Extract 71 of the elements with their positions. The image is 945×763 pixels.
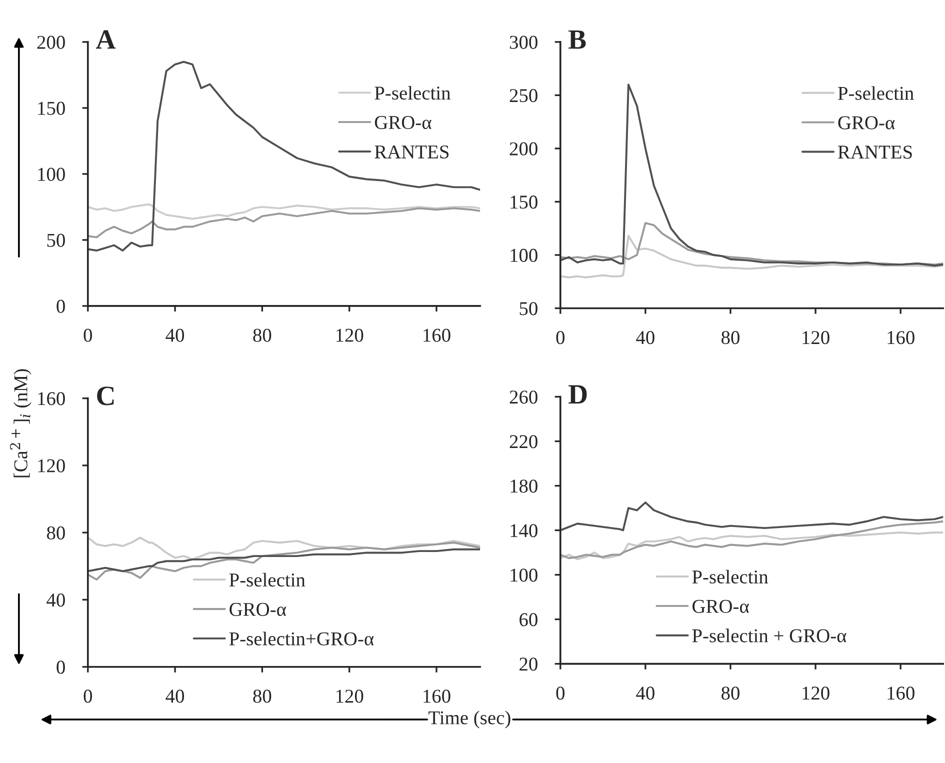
legend-label: RANTES: [374, 145, 449, 159]
y-axis-title: [Ca$^{2+}$]$_{i}$ (nM): [10, 369, 32, 478]
y-tick-label: 100: [38, 168, 65, 181]
y-tick-label: 50: [520, 302, 538, 316]
x-tick-label: 40: [636, 686, 654, 700]
y-tick-label: 180: [510, 480, 538, 493]
legend-label: GRO-α: [374, 116, 432, 130]
y-tick-label: 80: [46, 526, 65, 540]
x-tick-label: 80: [253, 328, 272, 342]
x-tick-label: 120: [802, 686, 830, 700]
legend-label: GRO-α: [838, 116, 895, 130]
legend-label: GRO-α: [692, 600, 749, 613]
x-tick-label: 40: [166, 690, 184, 703]
y-tick-label: 250: [510, 89, 538, 102]
legend-label: P-selectin: [692, 570, 768, 584]
y-tick-label: 20: [520, 658, 538, 671]
legend-label: RANTES: [838, 146, 912, 159]
x-tick-label: 160: [424, 690, 450, 703]
line-series: [560, 234, 944, 278]
x-tick-label: 0: [84, 328, 92, 342]
x-axis-title: Time (sec): [428, 710, 510, 728]
y-tick-label: 40: [46, 594, 65, 607]
chart-title: A: [96, 30, 116, 49]
y-tick-label: 140: [510, 524, 538, 538]
line-series: [88, 548, 480, 572]
y-tick-label: 100: [510, 248, 538, 262]
legend-label: P-selectin+GRO-α: [229, 632, 374, 646]
y-tick-label: 200: [510, 142, 538, 156]
y-tick-label: 150: [510, 196, 538, 209]
legend-label: P-selectin: [229, 572, 306, 587]
line-series: [560, 532, 944, 560]
chart-title: C: [97, 386, 114, 406]
y-tick-label: 200: [37, 36, 65, 49]
y-tick-label: 220: [510, 435, 538, 448]
x-tick-label: 0: [556, 686, 565, 700]
y-tick-label: 100: [510, 568, 538, 582]
legend-label: P-selectin: [374, 86, 450, 100]
x-tick-label: 160: [424, 328, 450, 342]
y-tick-label: 300: [510, 36, 538, 49]
x-tick-label: 80: [722, 686, 740, 700]
legend-label: GRO-α: [230, 602, 286, 616]
x-tick-label: 40: [166, 328, 184, 342]
chart-title: D: [568, 385, 587, 404]
chart-title: B: [568, 30, 586, 49]
y-tick-label: 260: [510, 390, 538, 404]
x-tick-label: 120: [336, 328, 364, 342]
x-tick-label: 80: [722, 331, 740, 344]
line-series: [560, 84, 944, 267]
line-series: [560, 520, 944, 560]
y-tick-label: 60: [520, 613, 538, 626]
x-tick-label: 120: [802, 331, 830, 344]
y-tick-label: 0: [56, 660, 65, 674]
legend-label: P-selectin + GRO-α: [692, 628, 846, 642]
line-series: [88, 536, 480, 560]
x-tick-label: 0: [84, 690, 92, 703]
y-tick-label: 50: [47, 234, 65, 247]
x-tick-label: 160: [888, 331, 914, 344]
line-series: [88, 60, 480, 252]
line-series: [88, 207, 480, 238]
y-tick-label: 120: [38, 459, 65, 472]
y-tick-label: 0: [56, 300, 65, 313]
x-tick-label: 40: [636, 331, 654, 344]
x-tick-label: 160: [888, 686, 914, 700]
y-tick-label: 160: [38, 392, 65, 406]
x-tick-label: 0: [556, 331, 565, 344]
line-series: [560, 501, 944, 532]
x-tick-label: 120: [336, 690, 364, 703]
legend-label: P-selectin: [838, 86, 914, 100]
line-series: [88, 203, 480, 220]
y-tick-label: 150: [38, 102, 65, 115]
x-tick-label: 80: [253, 690, 272, 703]
